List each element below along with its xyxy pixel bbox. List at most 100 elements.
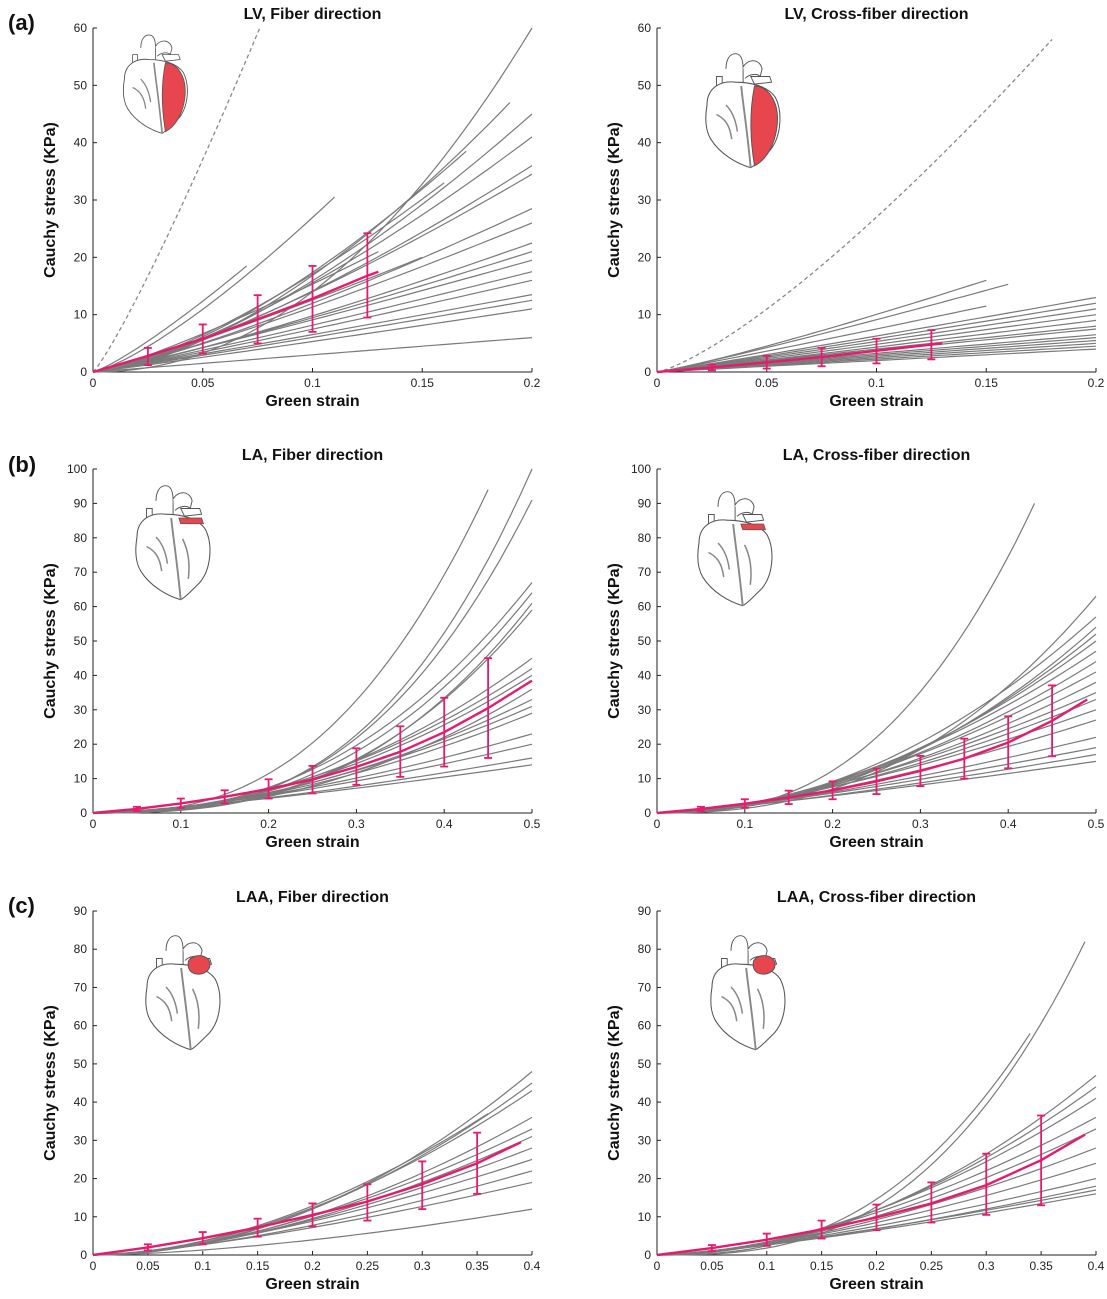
x-tick-label: 0: [654, 817, 661, 831]
y-tick-label: 50: [74, 634, 88, 648]
chart-title: LV, Fiber direction: [244, 6, 382, 23]
x-tick-label: 0.1: [304, 376, 321, 390]
y-tick-label: 20: [74, 1172, 88, 1186]
y-tick-label: 0: [644, 806, 651, 820]
y-tick-label: 30: [74, 193, 88, 207]
y-tick-label: 60: [638, 1019, 652, 1033]
error-bar: [784, 789, 793, 805]
x-tick-label: 0.2: [304, 1259, 321, 1273]
y-tick-label: 70: [74, 980, 88, 994]
y-tick-label: 10: [74, 772, 88, 786]
error-bar: [363, 232, 372, 319]
error-bar: [473, 1131, 482, 1195]
specimen-curve: [656, 296, 1097, 373]
error-bar: [352, 747, 361, 786]
error-bar: [960, 737, 969, 780]
x-tick-label: 0.3: [912, 817, 929, 831]
y-tick-label: 30: [638, 1133, 652, 1147]
y-tick-label: 0: [644, 365, 651, 379]
error-bar: [872, 767, 881, 795]
x-tick-label: 0.5: [1088, 817, 1105, 831]
y-tick-label: 80: [74, 531, 88, 545]
error-bar: [264, 778, 273, 800]
error-bar: [762, 355, 771, 370]
y-axis-label: Cauchy stress (KPa): [42, 563, 59, 719]
chart-title: LAA, Fiber direction: [236, 889, 389, 906]
y-tick-label: 0: [80, 1248, 87, 1262]
row-label: (c): [8, 893, 35, 918]
x-tick-label: 0.05: [700, 1259, 724, 1273]
y-tick-label: 40: [74, 668, 88, 682]
x-tick-label: 0.2: [824, 817, 841, 831]
error-bar: [927, 1181, 936, 1224]
mean-curve: [92, 270, 379, 374]
y-axis-label: Cauchy stress (KPa): [606, 563, 623, 719]
error-bar: [198, 1231, 207, 1246]
heart-lv-cross-icon: [704, 52, 781, 169]
error-bar: [696, 805, 705, 812]
y-tick-label: 30: [638, 703, 652, 717]
error-bar: [872, 1203, 881, 1232]
y-tick-label: 50: [638, 78, 652, 92]
specimen-curve: [657, 941, 1086, 1256]
specimen-curve: [92, 1116, 533, 1256]
y-tick-label: 100: [631, 462, 651, 476]
error-bar: [828, 780, 837, 801]
x-tick-label: 0.35: [1029, 1259, 1053, 1273]
error-bar: [484, 657, 493, 759]
chart-title: LAA, Cross-fiber direction: [777, 889, 976, 906]
specimen-curve: [92, 1147, 533, 1256]
specimen-curve: [92, 698, 533, 814]
x-tick-label: 0.4: [436, 817, 453, 831]
error-bar: [817, 1219, 826, 1240]
chart-title: LV, Cross-fiber direction: [784, 6, 968, 23]
error-bar: [740, 798, 749, 809]
error-bar: [143, 347, 152, 367]
specimen-curve: [657, 1032, 1031, 1256]
specimen-curve: [92, 1128, 533, 1256]
x-tick-label: 0: [90, 817, 97, 831]
error-bar: [817, 347, 826, 368]
error-bar: [308, 1202, 317, 1228]
x-tick-label: 0.4: [1088, 1259, 1105, 1273]
row-label: (a): [8, 10, 35, 35]
x-tick-label: 0.1: [194, 1259, 211, 1273]
y-tick-label: 0: [644, 1248, 651, 1262]
error-bar: [1037, 1114, 1046, 1207]
y-tick-label: 80: [638, 942, 652, 956]
y-tick-label: 0: [80, 806, 87, 820]
y-tick-label: 10: [638, 308, 652, 322]
error-bar: [982, 1152, 991, 1216]
y-tick-label: 0: [80, 365, 87, 379]
specimen-curve: [92, 337, 533, 373]
error-bar: [363, 1183, 372, 1222]
y-tick-label: 50: [74, 78, 88, 92]
specimen-curve: [93, 688, 533, 814]
x-tick-label: 0.2: [524, 376, 541, 390]
error-bar: [143, 1243, 152, 1252]
chart-panel: LA, Fiber direction 0 0.1 0.2 0.3 0.4 0.5 0 10 20…: [42, 447, 541, 851]
y-tick-label: 10: [638, 772, 652, 786]
x-tick-label: 0.4: [1000, 817, 1017, 831]
error-bar: [707, 1244, 716, 1253]
x-tick-label: 0.4: [524, 1259, 541, 1273]
x-tick-label: 0.3: [348, 817, 365, 831]
specimen-curve: [656, 698, 1097, 814]
x-tick-label: 0.15: [411, 376, 435, 390]
x-tick-label: 0.15: [246, 1259, 270, 1273]
y-tick-label: 70: [74, 565, 88, 579]
x-tick-label: 0.35: [465, 1259, 489, 1273]
error-bar: [176, 797, 185, 809]
chart-panel: LV, Fiber direction 0 0.05 0.1 0.15 0.2 0 10 20 3…: [42, 6, 541, 410]
chart-panel: LAA, Cross-fiber direction 0 0.05 0.1 0.15 0.…: [606, 889, 1105, 1293]
y-tick-label: 20: [74, 737, 88, 751]
y-tick-label: 10: [638, 1210, 652, 1224]
specimen-curve: [656, 305, 987, 373]
x-tick-label: 0.15: [975, 376, 999, 390]
specimen-curve: [92, 308, 533, 373]
error-bar: [762, 1232, 771, 1247]
y-tick-label: 70: [638, 565, 652, 579]
y-tick-label: 30: [74, 703, 88, 717]
error-bar: [220, 789, 229, 805]
x-tick-label: 0.2: [1088, 376, 1105, 390]
